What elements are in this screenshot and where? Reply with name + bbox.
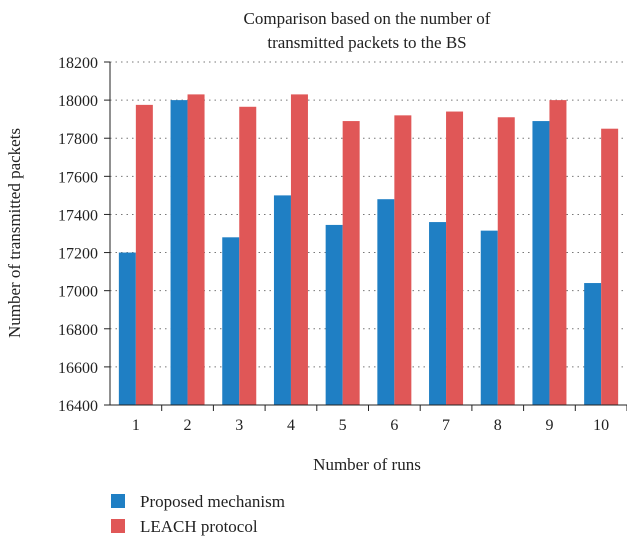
bars: [118, 94, 619, 406]
y-tick-label: 18000: [58, 93, 98, 110]
bar-leach-protocol-run-3: [239, 106, 257, 406]
axes: [104, 61, 627, 411]
x-tick-label: 7: [442, 417, 450, 434]
gridlines: [110, 61, 627, 368]
x-tick-label: 1: [132, 417, 140, 434]
bar-leach-protocol-run-9: [549, 100, 567, 405]
chart-title-line-2: transmitted packets to the BS: [267, 33, 466, 52]
y-axis-title: Number of transmitted packets: [5, 128, 24, 338]
bar-proposed-mechanism-run-9: [532, 121, 550, 406]
bar-leach-protocol-run-6: [394, 115, 412, 405]
y-tick-label: 17600: [58, 169, 98, 186]
y-tick-labels: 16400 16600 16800 17000 17200 17400 17600 17800…: [58, 55, 98, 415]
bar-proposed-mechanism-run-8: [480, 230, 498, 405]
bar-proposed-mechanism-run-7: [429, 222, 447, 405]
x-tick-labels: 1 2 3 4 5 6 7 8 9 10: [132, 417, 609, 434]
x-tick-label: 2: [184, 417, 192, 434]
y-tick-label: 16400: [58, 398, 98, 415]
legend-label: Proposed mechanism: [140, 492, 285, 511]
bar-leach-protocol-run-4: [290, 94, 308, 406]
bar-proposed-mechanism-run-2: [170, 100, 188, 405]
legend-swatch: [111, 494, 125, 508]
bar-proposed-mechanism-run-4: [273, 195, 291, 405]
bar-leach-protocol-run-8: [497, 117, 515, 405]
bar-proposed-mechanism-run-10: [584, 283, 602, 405]
bar-leach-protocol-run-7: [446, 111, 464, 406]
x-tick-label: 6: [390, 417, 398, 434]
bar-proposed-mechanism-run-5: [325, 224, 343, 405]
legend-label: LEACH protocol: [140, 517, 258, 536]
bar-leach-protocol-run-1: [135, 104, 153, 405]
y-tick-label: 17200: [58, 246, 98, 263]
x-tick-label: 3: [235, 417, 243, 434]
y-tick-label: 17800: [58, 131, 98, 148]
y-tick-label: 17400: [58, 207, 98, 224]
y-tick-label: 16600: [58, 360, 98, 377]
legend-swatch: [111, 519, 125, 533]
bar-proposed-mechanism-run-3: [222, 237, 240, 405]
bar-leach-protocol-run-5: [342, 121, 360, 406]
x-tick-label: 5: [339, 417, 347, 434]
x-tick-label: 8: [494, 417, 502, 434]
bar-leach-protocol-run-10: [601, 128, 619, 405]
y-tick-label: 18200: [58, 55, 98, 72]
bar-proposed-mechanism-run-6: [377, 199, 395, 405]
y-tick-label: 16800: [58, 322, 98, 339]
bar-leach-protocol-run-2: [187, 94, 205, 406]
y-tick-label: 17000: [58, 284, 98, 301]
legend: Proposed mechanism LEACH protocol: [111, 492, 285, 536]
x-axis-title: Number of runs: [313, 455, 421, 474]
x-tick-label: 10: [593, 417, 609, 434]
x-tick-label: 4: [287, 417, 295, 434]
x-tick-label: 9: [545, 417, 553, 434]
bar-proposed-mechanism-run-1: [118, 252, 136, 405]
chart-title-line-1: Comparison based on the number of: [244, 9, 491, 28]
